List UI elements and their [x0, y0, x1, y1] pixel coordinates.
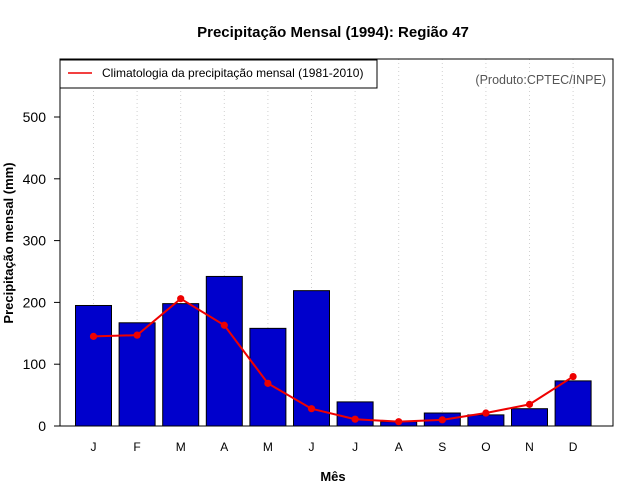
legend-label: Climatologia da precipitação mensal (198… [102, 66, 363, 80]
climatology-point [307, 405, 316, 413]
legend-box [59, 59, 378, 89]
x-tick-label: A [220, 440, 228, 454]
x-tick-label: N [525, 440, 534, 454]
climatology-point [264, 379, 272, 387]
climatology-point [89, 332, 98, 340]
x-tick-label: M [176, 440, 186, 454]
y-tick-label: 200 [23, 294, 47, 310]
y-tick-label: 400 [23, 171, 47, 187]
legend: Climatologia da precipitação mensal (198… [59, 59, 378, 89]
y-tick-label: 100 [23, 356, 47, 372]
climatology-line-series [89, 295, 577, 426]
climatology-point [395, 418, 403, 426]
y-axis: 0 100 200 300 400 500 [23, 109, 60, 434]
bar [293, 290, 330, 427]
climatology-point [525, 400, 534, 408]
x-tick-label: M [263, 440, 273, 454]
climatology-point [133, 331, 141, 339]
chart-title: Precipitação Mensal (1994): Região 47 [197, 24, 469, 41]
y-axis-label: Precipitação mensal (mm) [1, 162, 16, 323]
climatology-point [438, 416, 446, 424]
x-tick-label: F [133, 440, 140, 454]
bar [118, 322, 156, 427]
x-axis-label: Mês [320, 469, 345, 484]
climatology-point [482, 409, 490, 417]
bar [511, 408, 548, 427]
x-tick-label: S [438, 440, 446, 454]
climatology-point [351, 415, 359, 423]
climatology-point [177, 295, 185, 303]
y-tick-label: 500 [23, 109, 47, 125]
x-tick-label: O [481, 440, 490, 454]
bar [162, 303, 200, 427]
x-tick-label: J [309, 440, 315, 454]
bar [554, 380, 592, 427]
climatology-point [569, 372, 577, 381]
x-tick-label: A [395, 440, 403, 454]
bar [205, 275, 243, 427]
x-tick-label: D [569, 440, 578, 454]
y-tick-label: 300 [23, 233, 47, 249]
y-tick-label: 0 [38, 418, 46, 434]
bar [249, 327, 287, 427]
climatology-line [93, 297, 574, 423]
plot-frame [59, 58, 614, 427]
credit-annotation: (Produto:CPTEC/INPE) [475, 73, 606, 87]
x-tick-label: J [91, 440, 97, 454]
climatology-point [220, 321, 228, 329]
bar-series [75, 275, 592, 427]
x-tick-label: J [352, 440, 358, 454]
bar [75, 304, 112, 427]
